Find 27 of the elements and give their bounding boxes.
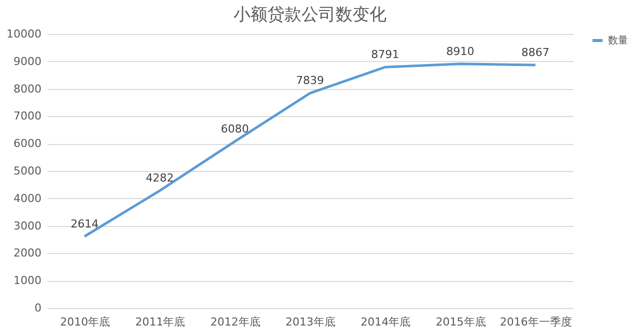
y-tick-label: 8000: [14, 82, 42, 96]
y-tick-label: 0: [34, 302, 42, 314]
x-tick-label: 2010年底: [60, 316, 110, 328]
y-tick-label: 10000: [6, 28, 42, 40]
data-label: 4282: [146, 172, 174, 185]
y-tick-label: 5000: [14, 164, 42, 178]
y-tick-label: 4000: [14, 192, 42, 205]
data-label: 8910: [446, 44, 474, 58]
data-label: 8791: [371, 48, 400, 62]
x-tick-label: 2015年底: [436, 316, 486, 328]
x-tick-label: 2011年底: [135, 316, 186, 328]
y-tick-label: 6000: [14, 137, 42, 150]
data-label: 8867: [521, 46, 550, 60]
x-tick-label: 2013年底: [286, 316, 336, 328]
y-tick-label: 7000: [14, 110, 42, 123]
x-tick-label: 2014年底: [360, 316, 411, 328]
legend-label: 数量: [608, 36, 628, 46]
data-label: 7839: [296, 74, 324, 88]
data-label: 6080: [220, 122, 249, 136]
y-tick-label: 2000: [14, 246, 42, 260]
y-tick-label: 1000: [14, 274, 42, 288]
y-tick-label: 3000: [14, 219, 42, 232]
data-label: 2614: [70, 217, 99, 230]
x-tick-label: 2012年底: [210, 316, 260, 328]
y-tick-label: 9000: [14, 54, 42, 68]
chart-title: 小额贷款公司数变化: [234, 5, 386, 25]
x-tick-label: 2016年一季度: [500, 316, 572, 328]
